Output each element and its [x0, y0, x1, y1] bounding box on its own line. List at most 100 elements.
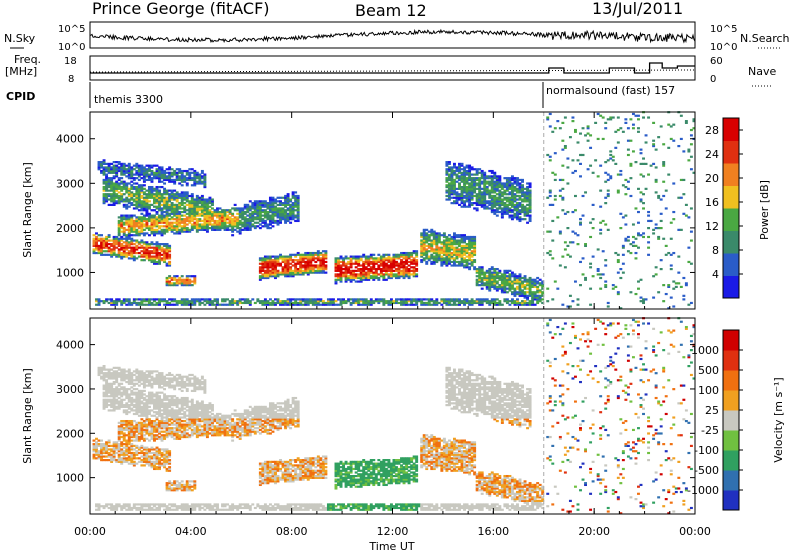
power-cell — [160, 169, 164, 173]
power-cell — [518, 185, 522, 189]
power-cell — [170, 210, 174, 214]
nave-bottom-tick: 0 — [710, 74, 716, 85]
power-cell — [140, 250, 144, 253]
power-cell — [195, 171, 199, 174]
power-cell — [175, 225, 179, 228]
power-cell — [521, 185, 524, 189]
power-cell — [528, 210, 532, 214]
power-cell — [185, 276, 189, 280]
power-cell — [470, 260, 474, 264]
power-cell — [203, 198, 207, 201]
power-cell — [389, 267, 393, 271]
power-cell — [516, 300, 519, 303]
power-ylabel: Slant Range [km] — [21, 162, 34, 258]
power-cell — [450, 303, 454, 306]
power-cell — [362, 269, 366, 272]
power-cell — [105, 235, 109, 239]
power-cell — [178, 221, 182, 224]
power-cell — [107, 178, 111, 182]
power-cell — [120, 162, 124, 165]
power-cell — [218, 225, 222, 228]
power-cell — [289, 275, 293, 278]
power-cell — [130, 203, 134, 206]
power-cell — [447, 184, 451, 187]
power-cell — [445, 178, 449, 182]
power-cell — [150, 251, 154, 255]
power-cell — [155, 255, 159, 258]
power-cell — [483, 194, 487, 198]
power-cell — [334, 257, 338, 260]
power-cell — [241, 216, 245, 219]
power-cell — [447, 173, 451, 176]
velocity-cell — [107, 368, 111, 371]
power-cell — [357, 262, 361, 265]
power-cell — [153, 189, 156, 192]
power-cell — [475, 178, 479, 182]
power-cell — [311, 269, 315, 272]
power-cell — [153, 246, 156, 249]
power-cell — [102, 244, 106, 248]
power-cell — [430, 234, 434, 237]
power-cell — [132, 251, 136, 255]
power-cell — [321, 303, 325, 306]
power-cell — [447, 169, 451, 173]
power-cell — [483, 193, 487, 196]
power-cell — [516, 301, 519, 305]
power-cell — [218, 216, 222, 219]
power-cell — [377, 278, 381, 281]
power-cell — [163, 196, 167, 199]
power-cell — [110, 189, 114, 192]
power-cell — [185, 303, 189, 306]
power-cell — [180, 191, 184, 194]
power-cell — [153, 214, 156, 217]
power-cell — [125, 255, 129, 258]
power-cell — [387, 264, 391, 267]
power-cell — [599, 221, 603, 224]
power-cell — [447, 241, 451, 244]
power-cell — [145, 221, 149, 224]
power-cell — [468, 259, 472, 262]
power-cell — [362, 276, 366, 280]
power-cell — [107, 298, 111, 301]
power-cell — [528, 218, 532, 221]
power-cell — [216, 207, 219, 210]
power-cell — [415, 269, 419, 272]
power-cell — [485, 285, 489, 289]
power-cell — [185, 282, 189, 285]
power-cell — [311, 271, 315, 274]
power-cell — [173, 198, 177, 201]
power-cell — [392, 264, 396, 267]
velocity-cell — [107, 459, 111, 462]
power-cell — [566, 210, 570, 214]
power-cell — [450, 175, 454, 178]
power-cell — [150, 180, 154, 183]
power-cell — [649, 164, 653, 167]
velocity-cell — [100, 372, 104, 375]
nave-trace — [89, 69, 696, 73]
power-cell — [231, 221, 235, 224]
power-cell — [352, 298, 356, 301]
power-cell — [679, 137, 683, 141]
power-cell — [294, 259, 298, 262]
power-cell — [185, 182, 189, 185]
power-cell — [301, 266, 305, 269]
power-cell — [145, 210, 149, 214]
power-cell — [415, 301, 419, 305]
power-cell — [266, 262, 270, 265]
power-cell — [112, 189, 116, 192]
power-cell — [352, 257, 356, 260]
power-cell — [518, 178, 522, 182]
power-cell — [357, 303, 361, 306]
power-cell — [137, 175, 141, 178]
power-cell — [521, 282, 524, 285]
power-cell — [531, 294, 535, 297]
power-cell — [629, 139, 633, 142]
power-cell — [178, 280, 182, 283]
power-cell — [536, 276, 540, 280]
power-cell — [402, 260, 406, 264]
power-cell — [145, 194, 149, 198]
velocity-cell — [92, 455, 96, 458]
power-cell — [135, 169, 139, 173]
power-cell — [188, 301, 192, 305]
power-cell — [382, 267, 386, 271]
